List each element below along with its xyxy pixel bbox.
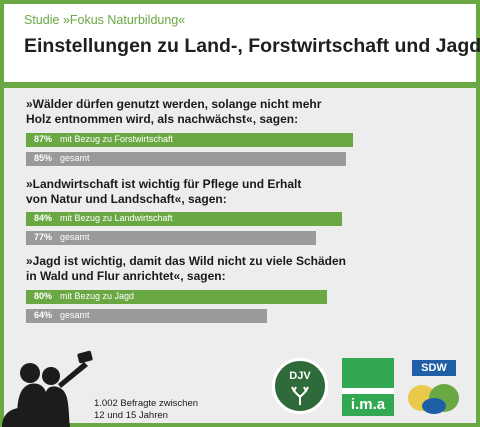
bar-category-label: gesamt bbox=[60, 153, 90, 163]
bar-1-total: 85% gesamt bbox=[26, 152, 346, 166]
question-3-line-2: in Wald und Flur anrichtet«, sagen: bbox=[26, 269, 226, 283]
footnote: 1.002 Befragte zwischen 12 und 15 Jahren bbox=[94, 398, 198, 422]
bar-value-label: 85% bbox=[34, 153, 53, 163]
djv-logo: DJV bbox=[272, 358, 328, 414]
bar-label: 77% gesamt bbox=[34, 232, 90, 242]
bar-value-label: 87% bbox=[34, 134, 53, 144]
bar-2-subgroup: 84% mit Bezug zu Landwirtschaft bbox=[26, 212, 342, 226]
page-title: Einstellungen zu Land-, Forstwirtschaft … bbox=[24, 35, 480, 57]
trees-icon bbox=[408, 384, 459, 414]
bar-value-label: 84% bbox=[34, 213, 53, 223]
bar-value-label: 80% bbox=[34, 291, 53, 301]
bar-label: 84% mit Bezug zu Landwirtschaft bbox=[34, 213, 173, 223]
djv-logo-text: DJV bbox=[289, 370, 311, 382]
bar-label: 80% mit Bezug zu Jagd bbox=[34, 291, 134, 301]
question-1-line-1: »Wälder dürfen genutzt werden, solange n… bbox=[26, 97, 322, 111]
study-subtitle: Studie »Fokus Naturbildung« bbox=[24, 13, 186, 27]
bar-category-label: mit Bezug zu Forstwirtschaft bbox=[60, 134, 174, 144]
bar-category-label: gesamt bbox=[60, 232, 90, 242]
bar-3-total: 64% gesamt bbox=[26, 309, 267, 323]
deer-antler-icon bbox=[291, 386, 309, 405]
bar-category-label: gesamt bbox=[60, 310, 90, 320]
sdw-logo-text: SDW bbox=[412, 360, 456, 376]
ima-logo: i.m.a bbox=[342, 358, 394, 416]
bar-value-label: 64% bbox=[34, 310, 53, 320]
ima-logo-text: i.m.a bbox=[350, 396, 386, 413]
bar-2-total: 77% gesamt bbox=[26, 231, 316, 245]
bar-value-label: 77% bbox=[34, 232, 53, 242]
question-1-line-2: Holz entnommen wird, als nachwächst«, sa… bbox=[26, 112, 299, 126]
bar-1-subgroup: 87% mit Bezug zu Forstwirtschaft bbox=[26, 133, 353, 147]
question-2-line-2: von Natur und Landschaft«, sagen: bbox=[26, 192, 227, 206]
question-2-line-1: »Landwirtschaft ist wichtig für Pflege u… bbox=[26, 177, 302, 191]
footnote-line-1: 1.002 Befragte zwischen bbox=[94, 398, 199, 409]
ima-logo-band bbox=[342, 388, 394, 394]
footnote-line-2: 12 und 15 Jahren bbox=[94, 410, 168, 421]
bar-label: 87% mit Bezug zu Forstwirtschaft bbox=[34, 134, 173, 144]
question-3-line-1: »Jagd ist wichtig, damit das Wild nicht … bbox=[26, 254, 346, 268]
bar-category-label: mit Bezug zu Landwirtschaft bbox=[60, 213, 173, 223]
bar-label: 64% gesamt bbox=[34, 310, 90, 320]
header: Studie »Fokus Naturbildung« Einstellunge… bbox=[4, 4, 480, 82]
selfie-silhouette-icon bbox=[2, 350, 93, 427]
question-3: »Jagd ist wichtig, damit das Wild nicht … bbox=[26, 254, 346, 284]
question-1: »Wälder dürfen genutzt werden, solange n… bbox=[26, 97, 321, 127]
bar-3-subgroup: 80% mit Bezug zu Jagd bbox=[26, 290, 327, 304]
question-2: »Landwirtschaft ist wichtig für Pflege u… bbox=[26, 177, 301, 207]
bar-category-label: mit Bezug zu Jagd bbox=[60, 291, 135, 301]
bar-label: 85% gesamt bbox=[34, 153, 90, 163]
sdw-logo: SDW bbox=[404, 358, 464, 416]
